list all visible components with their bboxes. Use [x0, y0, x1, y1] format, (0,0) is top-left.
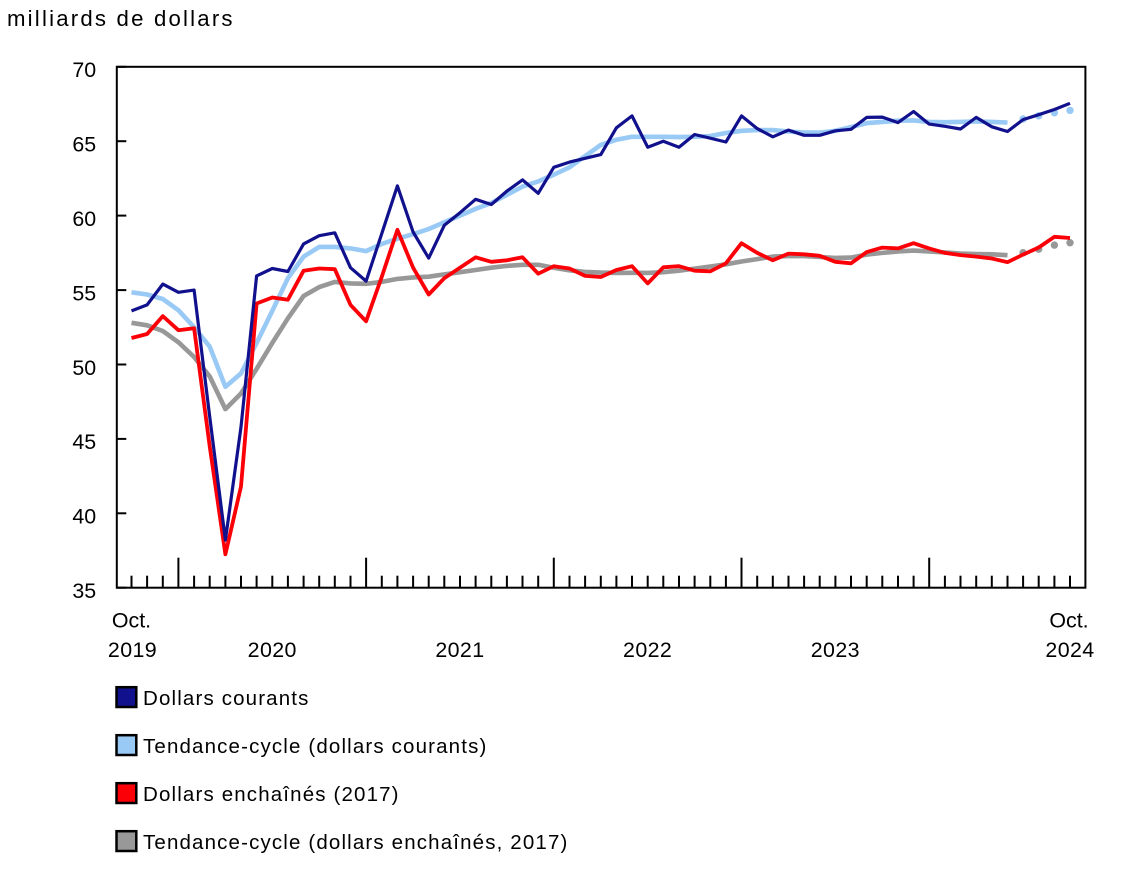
- svg-text:60: 60: [72, 207, 96, 231]
- svg-text:2023: 2023: [811, 638, 860, 662]
- svg-text:Tendance-cycle (dollars enchaî: Tendance-cycle (dollars enchaînés, 2017): [143, 831, 568, 854]
- svg-text:2019: 2019: [108, 638, 157, 662]
- svg-text:45: 45: [72, 430, 96, 454]
- svg-text:2024: 2024: [1045, 638, 1094, 662]
- svg-text:40: 40: [72, 505, 96, 529]
- svg-text:2021: 2021: [435, 638, 484, 662]
- svg-text:2020: 2020: [248, 638, 297, 662]
- svg-text:65: 65: [72, 133, 96, 157]
- svg-text:Tendance-cycle (dollars couran: Tendance-cycle (dollars courants): [143, 735, 487, 758]
- svg-text:70: 70: [72, 58, 96, 82]
- svg-text:Dollars enchaînés (2017): Dollars enchaînés (2017): [143, 783, 400, 806]
- svg-text:Dollars courants: Dollars courants: [143, 687, 310, 710]
- svg-text:35: 35: [72, 579, 96, 603]
- svg-text:Oct.: Oct.: [112, 609, 151, 633]
- svg-text:2022: 2022: [623, 638, 672, 662]
- svg-text:55: 55: [72, 281, 96, 305]
- svg-text:milliards de dollars: milliards de dollars: [7, 6, 235, 31]
- svg-text:50: 50: [72, 356, 96, 380]
- svg-text:Oct.: Oct.: [1049, 609, 1088, 633]
